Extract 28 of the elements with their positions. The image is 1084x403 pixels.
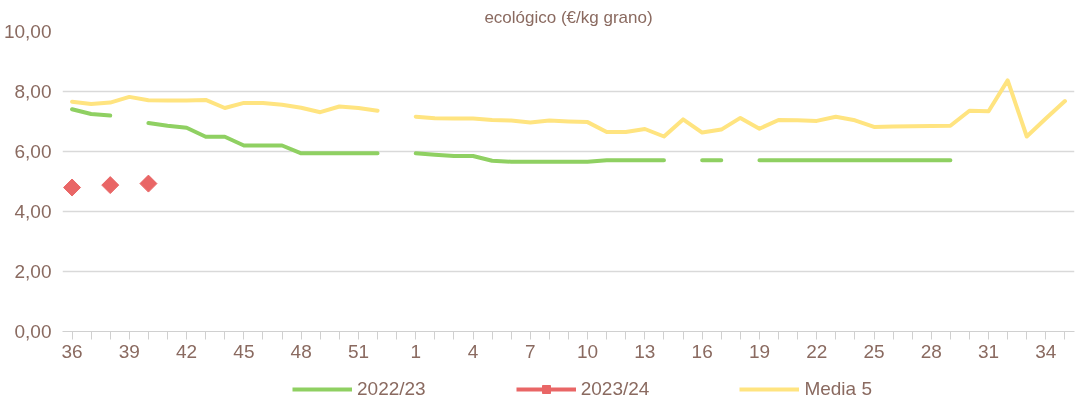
x-tick-label: 25 xyxy=(863,340,885,362)
x-tick-label: 10 xyxy=(577,340,599,362)
x-tick-label: 42 xyxy=(176,340,198,362)
x-tick-label: 34 xyxy=(1035,340,1057,362)
x-tick-label: 7 xyxy=(525,340,536,362)
x-tick-label: 51 xyxy=(347,340,370,362)
x-tick-label: 22 xyxy=(806,340,828,362)
x-tick-label: 28 xyxy=(920,340,942,362)
x-tick-label: 31 xyxy=(978,340,1000,362)
legend-label: Media 5 xyxy=(804,378,872,400)
y-tick-label: 6,00 xyxy=(14,141,52,162)
y-tick-label: 8,00 xyxy=(14,81,52,102)
legend-label: 2023/24 xyxy=(580,378,650,400)
x-tick-label: 16 xyxy=(691,340,713,362)
x-tick-label: 39 xyxy=(118,340,140,362)
y-tick-label: 4,00 xyxy=(14,201,52,222)
y-tick-label: 10,00 xyxy=(3,21,52,42)
x-tick-label: 48 xyxy=(290,340,312,362)
y-tick-label: 0,00 xyxy=(14,321,52,342)
y-tick-label: 2,00 xyxy=(14,261,52,282)
legend-label: 2022/23 xyxy=(357,378,426,400)
chart-title: ecológico (€/kg grano) xyxy=(484,7,653,27)
x-tick-label: 13 xyxy=(634,340,656,362)
x-tick-label: 36 xyxy=(61,340,83,362)
x-tick-label: 1 xyxy=(410,340,422,362)
x-tick-label: 45 xyxy=(233,340,255,362)
x-tick-label: 19 xyxy=(748,340,771,362)
x-tick-label: 4 xyxy=(467,340,479,362)
